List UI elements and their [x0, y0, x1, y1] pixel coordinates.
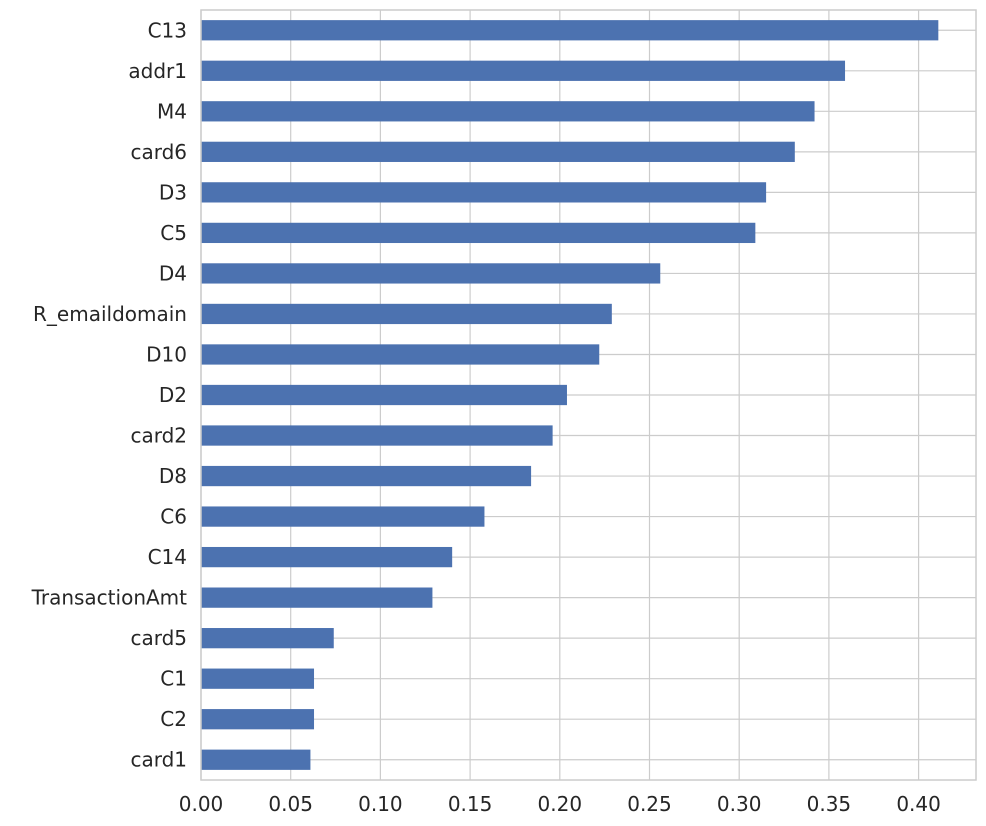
bar-C6: [201, 506, 485, 527]
category-label-C5: C5: [160, 221, 187, 245]
category-label-C6: C6: [160, 505, 187, 529]
bar-C2: [201, 709, 315, 730]
bar-card2: [201, 425, 553, 446]
x-tick-label: 0.15: [448, 792, 493, 816]
category-label-TransactionAmt: TransactionAmt: [31, 586, 188, 610]
bar-C5: [201, 222, 756, 244]
category-label-D3: D3: [159, 180, 187, 204]
category-label-D4: D4: [159, 261, 187, 285]
x-tick-label: 0.20: [538, 792, 583, 816]
category-label-R_emaildomain: R_emaildomain: [33, 302, 187, 326]
bar-card5: [201, 628, 334, 649]
x-tick-label: 0.40: [896, 792, 941, 816]
bar-C1: [201, 668, 315, 689]
x-tick-label: 0.25: [627, 792, 672, 816]
bar-C13: [201, 20, 939, 41]
bar-R_emaildomain: [201, 303, 612, 325]
category-label-card2: card2: [130, 424, 187, 448]
category-label-D10: D10: [146, 342, 187, 366]
category-label-card5: card5: [130, 626, 187, 650]
x-tick-labels: 0.00 0.05 0.10 0.15 0.20 0.25 0.30 0.35 0.40: [179, 792, 941, 816]
category-label-card6: card6: [130, 140, 187, 164]
category-label-D8: D8: [159, 464, 187, 488]
x-tick-label: 0.35: [807, 792, 852, 816]
bar-C14: [201, 546, 453, 568]
category-label-addr1: addr1: [128, 59, 187, 83]
x-tick-label: 0.30: [717, 792, 762, 816]
category-label-card1: card1: [130, 748, 187, 772]
category-label-D2: D2: [159, 383, 187, 407]
bar-card1: [201, 749, 311, 770]
x-tick-label: 0.05: [268, 792, 313, 816]
bar-card6: [201, 141, 795, 162]
category-label-C13: C13: [148, 18, 187, 42]
bar-addr1: [201, 60, 846, 81]
bar-layer: [201, 20, 939, 770]
bar-D8: [201, 465, 532, 487]
category-label-C1: C1: [160, 667, 187, 691]
bar-TransactionAmt: [201, 587, 433, 608]
bar-M4: [201, 101, 815, 122]
x-tick-label: 0.10: [358, 792, 403, 816]
bar-D4: [201, 263, 661, 284]
plot-frame: [200, 9, 977, 781]
category-labels: C13 addr1 M4 card6 D3 C5 D4 R_emaildomain D10 D2 c…: [31, 18, 188, 771]
bar-D10: [201, 344, 600, 365]
x-tick-label: 0.00: [179, 792, 224, 816]
category-label-M4: M4: [157, 99, 187, 123]
bar-D3: [201, 182, 767, 203]
category-label-C2: C2: [160, 707, 187, 731]
bar-D2: [201, 384, 567, 406]
category-label-C14: C14: [148, 545, 187, 569]
